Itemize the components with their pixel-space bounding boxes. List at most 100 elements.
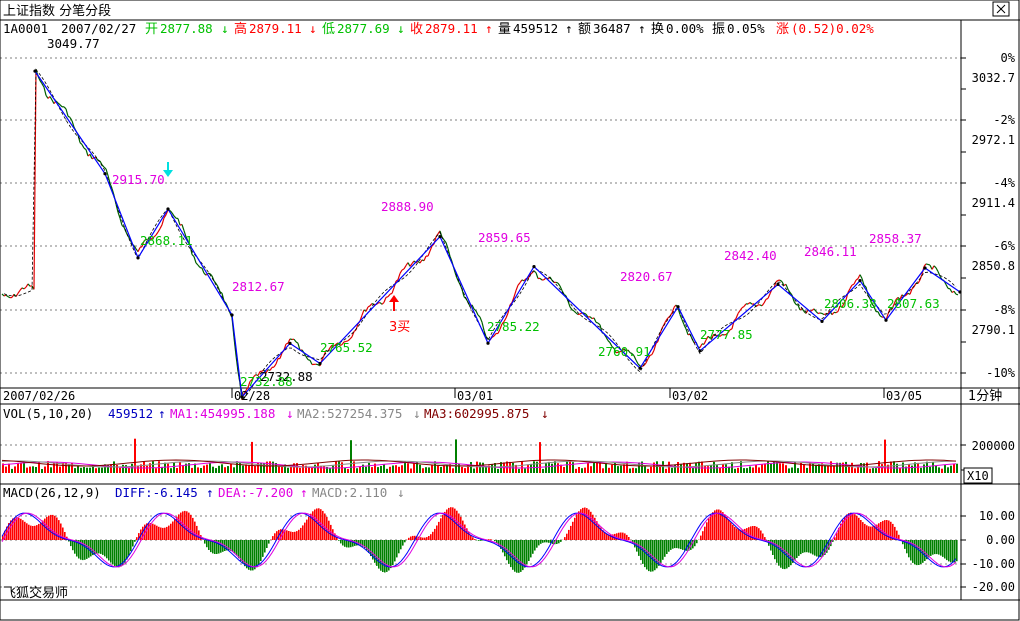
macd-bar [190,514,192,540]
price-tick [729,328,733,331]
open-value: 2877.88 [160,21,213,36]
volume-bar [281,466,283,473]
macd-bar [596,521,598,540]
price-tick [153,234,157,238]
volume-bar [191,467,193,473]
macd-bar [872,526,874,540]
peak-label: 2915.70 [112,172,165,187]
macd-bar [606,533,608,540]
volume-bar [227,466,229,473]
price-tick [385,296,389,298]
macd-bar [722,512,724,540]
macd-bar [250,540,252,571]
price-tick [949,288,953,293]
volume-bar [710,465,712,473]
macd-bar [708,518,710,540]
volume-bar [599,461,601,473]
macd-bar [96,540,98,554]
volume-bar [68,464,70,473]
trough-label: 2806.38 [824,296,877,311]
turnover-value: 0.00% [666,21,704,36]
macd-bar [262,540,264,557]
close-icon[interactable] [992,1,1010,17]
macd-bar [472,537,474,540]
macd-bar [358,540,360,546]
volume-bar [170,468,172,473]
price-tick [109,183,113,189]
macd-bar [28,524,30,540]
macd-bar [232,540,234,552]
macd-bar [832,540,834,542]
volume-bar [743,468,745,473]
macd-bar [546,540,548,543]
price-tick [645,358,649,364]
volume-bar [383,464,385,473]
volume-bar [215,468,217,473]
macd-bar [786,540,788,569]
volume-bar [863,463,865,473]
volume-bar [929,466,931,473]
macd-bar [782,540,784,569]
macd-bar [520,540,522,572]
volume-bar [671,467,673,473]
macd-bar [916,540,918,566]
time-label: 2007/02/26 [3,389,75,403]
macd-bar [938,540,940,555]
macd-bar [748,527,750,540]
macd-bar [110,540,112,563]
price-tick [563,293,567,297]
price-tick [71,120,75,128]
volume-bar [665,468,667,473]
price-tick [407,262,411,267]
macd-bar [158,526,160,540]
price-tick [851,283,855,286]
volume-bar [206,464,208,473]
macd-bar [686,540,688,551]
volume-bar [956,463,958,473]
price-tick [683,324,687,330]
macd-bar [906,540,908,554]
macd-bar [944,540,946,559]
macd-bar [744,528,746,540]
macd-bar [700,535,702,540]
amount-label: 额 [578,22,591,37]
price-tick [395,279,399,282]
macd-bar [482,540,484,541]
macd-bar [650,540,652,572]
macd-bar [864,523,866,540]
price-tick [445,242,449,249]
volume-bar [674,464,676,473]
price-tick [183,230,187,237]
price-tick [151,236,155,240]
vol-ma2: MA2:527254.375 [297,406,402,421]
price-tick [379,302,383,305]
volume-bar [647,468,649,473]
price-tick [247,381,251,388]
macd-bar [604,532,606,540]
axis-label: 2790.1 [972,323,1015,337]
peak-label: 2858.37 [869,231,922,246]
volume-bar [35,467,37,473]
scale-box[interactable] [963,467,993,484]
macd-bar [454,508,456,540]
volume-bar [923,464,925,473]
macd-bar [272,536,274,540]
macd-bar [188,512,190,540]
volume-bar [842,462,844,473]
macd-bar [778,540,780,566]
price-tick [173,215,177,219]
macd-bar [464,524,466,540]
trough-label: 2765.52 [320,340,373,355]
macd-bar [822,540,824,557]
price-tick [389,292,393,295]
price-tick [349,336,353,340]
volume-bar [488,465,490,473]
volume-bar [644,466,646,473]
macd-bar [280,529,282,540]
volume-bar [848,465,850,473]
price-tick [679,314,683,320]
price-tick [917,279,921,284]
macd-bar [376,540,378,566]
volume-bar [569,461,571,473]
macd-bar [552,540,554,544]
